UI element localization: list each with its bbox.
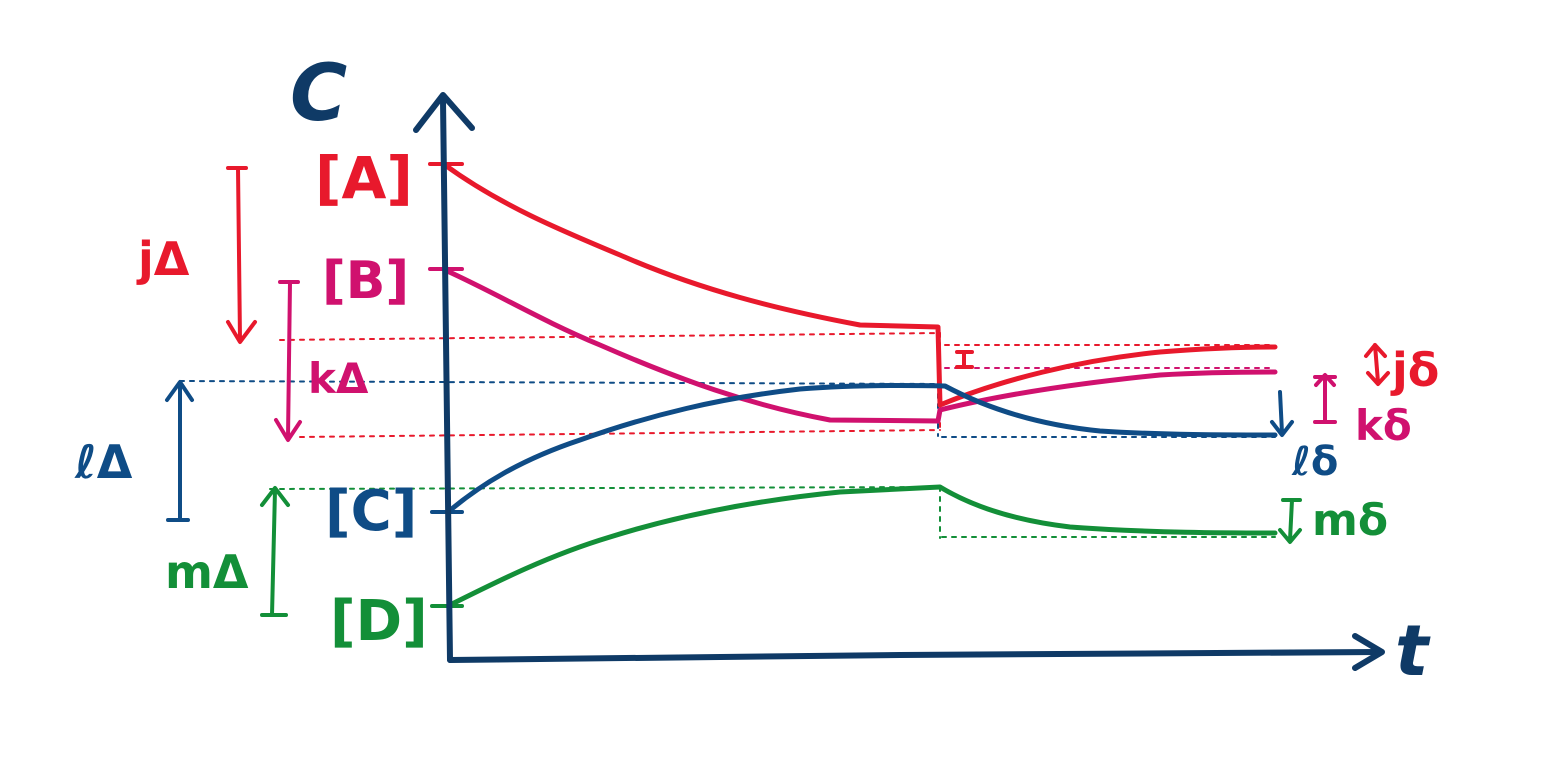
marker-mdelta [1278, 498, 1302, 544]
guide-B-equilibrium [299, 429, 941, 438]
label-kdelta: kδ [1355, 401, 1412, 450]
guide-A-equilibrium [279, 332, 941, 341]
y-axis-label: C [290, 49, 347, 139]
label-A: [A] [315, 144, 413, 212]
axes [413, 92, 1385, 671]
x-axis-arrowhead [1352, 633, 1385, 671]
guide-D-equilibrium [269, 486, 941, 490]
small-delta-markers [955, 343, 1390, 544]
axis-labels: C t [290, 49, 1431, 692]
curve-A [442, 162, 1278, 408]
arrow-kDelta [274, 280, 302, 442]
curve-D [445, 484, 1278, 609]
x-axis [447, 649, 1383, 663]
label-ldelta: ℓδ [1291, 439, 1338, 485]
arrow-lDelta [165, 380, 194, 522]
label-D: [D] [330, 589, 428, 654]
y-axis-arrowhead [413, 92, 475, 133]
label-kDelta: kΔ [308, 354, 369, 403]
arrow-mDelta [260, 486, 290, 617]
arrow-jDelta [226, 166, 257, 344]
guide-lines [179, 332, 1276, 539]
marker-ldelta [1270, 390, 1294, 437]
x-axis-label: t [1395, 610, 1431, 692]
guide-C-equilibrium [179, 380, 941, 385]
curve-C [445, 382, 1278, 515]
species-labels: [A] [B] [C] [D] [315, 144, 428, 654]
delta-arrows [165, 166, 302, 617]
label-jDelta: jΔ [136, 232, 190, 286]
label-mdelta: mδ [1312, 495, 1388, 546]
label-lDelta: ℓΔ [74, 435, 133, 489]
curve-B [442, 267, 1278, 424]
marker-perturb-red [955, 350, 974, 369]
label-mDelta: mΔ [165, 545, 249, 599]
label-B: [B] [322, 251, 409, 311]
change-labels: jΔ kΔ ℓΔ mΔ jδ kδ ℓδ mδ [74, 232, 1439, 599]
marker-kdelta [1313, 373, 1337, 424]
y-axis [440, 97, 453, 663]
label-jdelta: jδ [1390, 343, 1439, 397]
label-C: [C] [325, 479, 417, 544]
arrow-jdelta [1364, 343, 1390, 386]
concentration-curves [442, 162, 1278, 609]
